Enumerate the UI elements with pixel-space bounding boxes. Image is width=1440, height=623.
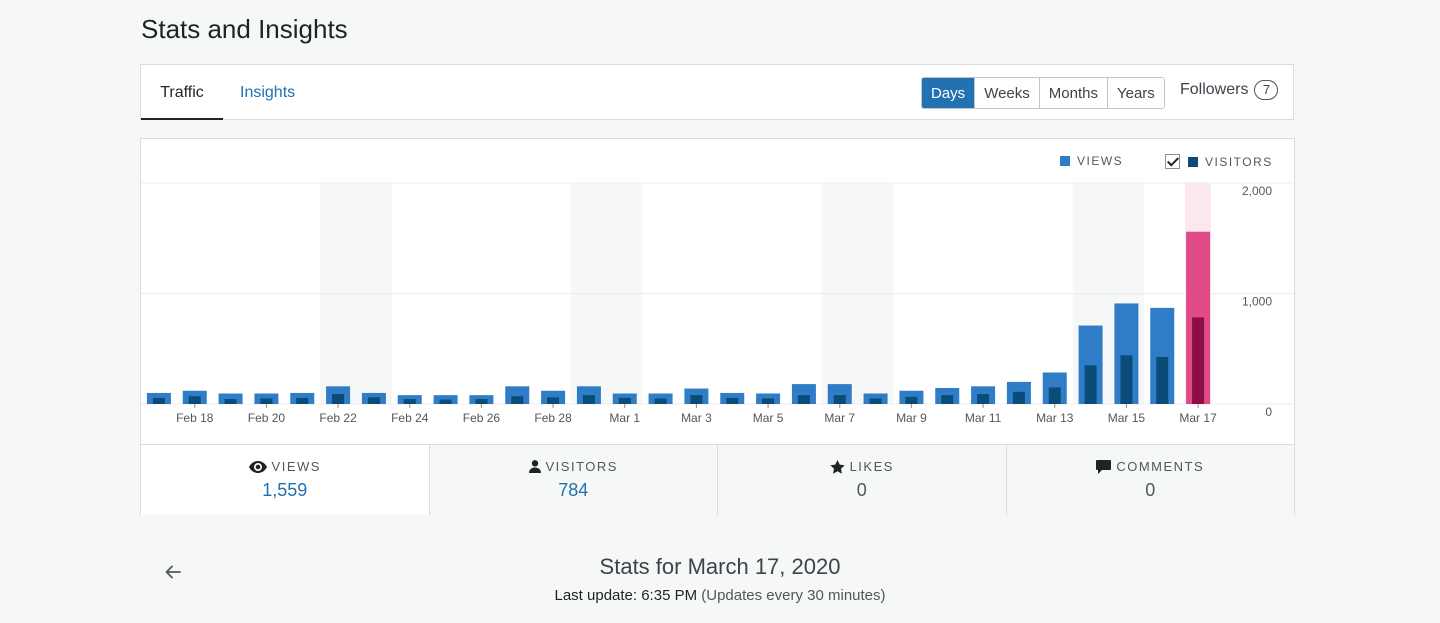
x-tick-label: Mar 9 [896,411,927,425]
x-tick-label: Feb 28 [534,411,572,425]
visitors-bar [403,399,416,404]
visitors-bar [511,396,524,404]
previous-period-button[interactable] [164,563,182,586]
page-title: Stats and Insights [141,14,348,44]
visitors-bar [1048,387,1061,404]
visitors-bar [332,394,345,404]
section-nav: Traffic Insights Days Weeks Months Years… [140,64,1294,120]
visitors-checkbox[interactable] [1165,154,1180,169]
visitors-bar [188,396,201,404]
legend-views-label: VIEWS [1077,154,1124,168]
stats-chart-card: 0 1,000 2,000 Feb 18 Feb 20 Feb 22 Feb 24 Feb 2… [140,138,1295,515]
visitors-bar [439,399,452,404]
period-weeks-button[interactable]: Weeks [974,78,1039,108]
visitors-bar [152,397,165,404]
summary-tabs: VIEWS 1,559 VISITORS 784 LIKES 0 COMMENT… [141,444,1294,515]
followers-link[interactable]: Followers 7 [1180,80,1279,100]
period-selector: Days Weeks Months Years [921,77,1165,109]
legend-visitors: VISITORS [1165,154,1273,169]
visitors-bar [475,399,488,404]
visitors-bar [296,397,309,404]
visitors-bar [690,395,703,404]
tab-insights[interactable]: Insights [240,84,296,101]
visitors-bar [224,399,237,404]
visitors-bar [654,398,667,404]
update-interval: (Updates every 30 minutes) [701,587,886,604]
visitors-bar [582,395,595,404]
x-tick-label: Feb 24 [391,411,429,425]
x-tick-label: Mar 17 [1179,411,1217,425]
last-update: Last update: 6:35 PM (Updates every 30 m… [0,587,1440,604]
visitors-bar [1192,317,1205,404]
star-icon [829,459,845,474]
visitors-bar [618,397,631,404]
visitors-bar [941,395,954,404]
eye-icon [248,460,267,473]
visitors-bar [762,398,775,404]
visitors-bar [726,397,739,404]
y-tick-label: 0 [1265,405,1272,419]
summary-comments-label: COMMENTS [1116,459,1205,474]
summary-visitors-label: VISITORS [545,459,618,474]
visitors-bar [833,395,846,404]
visitors-bar [260,398,273,404]
visitors-bar [367,397,380,404]
x-tick-label: Mar 15 [1108,411,1146,425]
summary-visitors-value: 784 [558,480,589,500]
visitors-swatch [1188,156,1198,167]
x-tick-label: Feb 22 [319,411,357,425]
visitors-bar [797,395,810,404]
visitors-bar [547,397,560,404]
summary-tab-visitors[interactable]: VISITORS 784 [428,445,717,515]
x-tick-label: Mar 7 [824,411,855,425]
x-tick-label: Feb 26 [463,411,501,425]
y-tick-label: 2,000 [1242,184,1272,198]
summary-tab-likes[interactable]: LIKES 0 [717,445,1006,515]
visitors-bar [905,396,918,404]
x-tick-label: Mar 3 [681,411,712,425]
last-update-time: Last update: 6:35 PM [554,587,698,604]
visitors-bar [1120,355,1133,404]
period-years-button[interactable]: Years [1106,78,1164,108]
summary-likes-value: 0 [856,480,867,500]
summary-views-value: 1,559 [262,480,308,500]
x-tick-label: Mar 5 [753,411,784,425]
period-months-button[interactable]: Months [1038,78,1107,108]
comment-icon [1096,459,1112,474]
followers-label: Followers [1180,81,1249,98]
visitors-bar [1012,391,1025,404]
stats-for-date: Stats for March 17, 2020 [599,554,841,579]
followers-count-badge: 7 [1254,80,1279,100]
x-tick-label: Feb 18 [176,411,214,425]
views-bar[interactable] [218,393,243,404]
legend-views: VIEWS [1060,154,1123,168]
visitors-bar [1156,357,1169,404]
period-days-button[interactable]: Days [922,78,975,108]
summary-tab-comments[interactable]: COMMENTS 0 [1005,445,1294,515]
legend-visitors-label: VISITORS [1205,154,1273,169]
bar-chart[interactable]: 0 1,000 2,000 Feb 18 Feb 20 Feb 22 Feb 24 Feb 2… [141,139,1294,444]
visitors-bar [977,394,990,404]
tab-traffic[interactable]: Traffic [141,65,223,120]
x-tick-label: Mar 13 [1036,411,1074,425]
y-tick-label: 1,000 [1242,295,1272,309]
summary-tab-views[interactable]: VIEWS 1,559 [141,445,429,515]
visitors-bar [1084,365,1097,404]
x-tick-label: Feb 20 [248,411,286,425]
x-tick-label: Mar 1 [609,411,640,425]
visitors-bar [869,398,882,404]
views-swatch [1060,156,1070,166]
person-icon [528,460,541,473]
x-tick-label: Mar 11 [965,411,1002,425]
summary-views-label: VIEWS [271,459,321,474]
summary-likes-label: LIKES [849,459,894,474]
arrow-left-icon [165,565,181,579]
summary-comments-value: 0 [1145,480,1156,500]
